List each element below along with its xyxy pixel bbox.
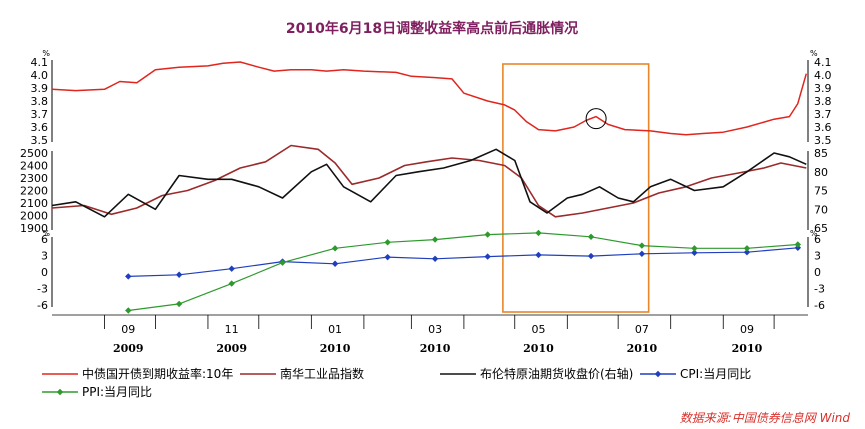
mid-left-tick-0: 2500 <box>20 147 48 160</box>
x-month-label: 03 <box>428 323 442 336</box>
bot-right-unit: % <box>810 229 818 238</box>
brent-legend-label: 布伦特原油期货收盘价(右轴) <box>480 366 633 381</box>
mid-right-tick-4: 65 <box>814 222 828 235</box>
cpi-point <box>384 253 391 261</box>
ppi-point <box>743 245 751 252</box>
x-month-label: 07 <box>635 323 649 336</box>
cpi-legend-marker <box>654 370 662 378</box>
x-year-label: 2010 <box>523 342 554 355</box>
cpi-point <box>794 244 802 251</box>
x-month-label: 01 <box>328 323 342 336</box>
mid-left-tick-3: 2200 <box>20 185 48 198</box>
ppi-point <box>175 300 183 308</box>
yield-legend-label: 中债国开债到期收益率:10年 <box>82 366 233 381</box>
ppi-line <box>128 232 798 312</box>
mid-left-tick-6: 1900 <box>20 222 48 235</box>
cpi-point <box>484 253 491 260</box>
x-month-label: 09 <box>740 323 754 336</box>
chart-title: 2010年6月18日调整收益率高点前后通胀情况 <box>286 20 578 37</box>
yield-line <box>51 61 808 136</box>
x-year-label: 2010 <box>320 342 351 355</box>
x-year-label: 2010 <box>420 342 451 355</box>
cpi-point <box>331 260 339 267</box>
bot-right-tick-0: 6 <box>814 233 821 246</box>
bot-left-tick-4: -6 <box>37 299 48 312</box>
ppi-point <box>587 233 595 240</box>
mid-left-tick-4: 2100 <box>20 197 48 210</box>
yield-peak-circle <box>585 108 607 130</box>
ppi-legend-marker <box>56 388 64 396</box>
ppi-point <box>535 229 542 237</box>
bot-right-tick-1: 3 <box>814 250 821 263</box>
ppi-point <box>331 245 339 252</box>
ppi-point <box>638 242 646 249</box>
x-month-label: 05 <box>531 323 545 336</box>
nanhua-line <box>51 144 807 218</box>
mid-left-tick-5: 2000 <box>20 210 48 223</box>
top-right-tick-6: 3.5 <box>814 134 832 147</box>
mid-right-tick-0: 85 <box>814 147 828 160</box>
cpi-point <box>431 255 439 262</box>
ppi-point <box>384 239 391 246</box>
cpi-line <box>128 247 798 277</box>
bot-right-tick-3: -3 <box>814 283 825 296</box>
mid-right-tick-1: 80 <box>814 166 828 179</box>
top-left-tick-1: 4.0 <box>31 69 49 82</box>
ppi-legend-label: PPI:当月同比 <box>82 385 152 399</box>
cpi-legend-label: CPI:当月同比 <box>680 367 751 381</box>
bot-left-unit: % <box>42 229 50 238</box>
top-right-tick-4: 3.7 <box>814 108 832 121</box>
top-right-tick-2: 3.9 <box>814 82 832 95</box>
cpi-point <box>535 251 542 259</box>
ppi-point <box>794 241 802 248</box>
bot-right-tick-4: -6 <box>814 299 825 312</box>
cpi-point <box>175 271 183 278</box>
x-year-label: 2009 <box>113 342 144 355</box>
nanhua-legend-label: 南华工业品指数 <box>280 366 364 381</box>
x-month-label: 11 <box>225 323 239 336</box>
brent-line <box>51 148 807 218</box>
cpi-point <box>587 252 595 260</box>
cpi-point <box>638 250 646 258</box>
top-left-tick-2: 3.9 <box>31 82 49 95</box>
top-right-tick-5: 3.6 <box>814 121 832 134</box>
mid-left-tick-2: 2300 <box>20 172 48 185</box>
x-year-label: 2010 <box>732 342 763 355</box>
cpi-point <box>125 273 132 280</box>
cpi-point <box>691 249 698 256</box>
top-left-tick-4: 3.7 <box>31 108 49 121</box>
top-right-tick-0: 4.1 <box>814 56 832 69</box>
ppi-point <box>125 307 132 314</box>
x-month-label: 09 <box>121 323 135 336</box>
top-left-tick-0: 4.1 <box>31 56 49 69</box>
x-year-label: 2009 <box>216 342 247 355</box>
ppi-point <box>691 245 698 252</box>
mid-right-tick-3: 70 <box>814 203 828 216</box>
ppi-point <box>228 280 235 287</box>
top-right-tick-3: 3.8 <box>814 95 832 108</box>
top-left-unit: % <box>42 49 50 58</box>
mid-right-tick-2: 75 <box>814 185 828 198</box>
bot-left-tick-1: 3 <box>41 250 48 263</box>
x-year-label: 2010 <box>627 342 658 355</box>
source-note: 数据来源:中国债券信息网 Wind <box>680 411 851 425</box>
bot-right-tick-2: 0 <box>814 266 821 279</box>
cpi-point <box>228 265 235 272</box>
bot-left-tick-3: -3 <box>37 283 48 296</box>
top-right-tick-1: 4.0 <box>814 69 832 82</box>
mid-left-tick-1: 2400 <box>20 160 48 173</box>
ppi-point <box>431 236 439 243</box>
top-right-unit: % <box>810 49 818 58</box>
cpi-point <box>743 249 751 256</box>
top-left-tick-5: 3.6 <box>31 121 49 134</box>
top-left-tick-6: 3.5 <box>31 134 49 147</box>
top-left-tick-3: 3.8 <box>31 95 49 108</box>
bot-left-tick-2: 0 <box>41 266 48 279</box>
ppi-point <box>279 259 286 266</box>
bot-left-tick-0: 6 <box>41 233 48 246</box>
ppi-point <box>484 231 491 238</box>
